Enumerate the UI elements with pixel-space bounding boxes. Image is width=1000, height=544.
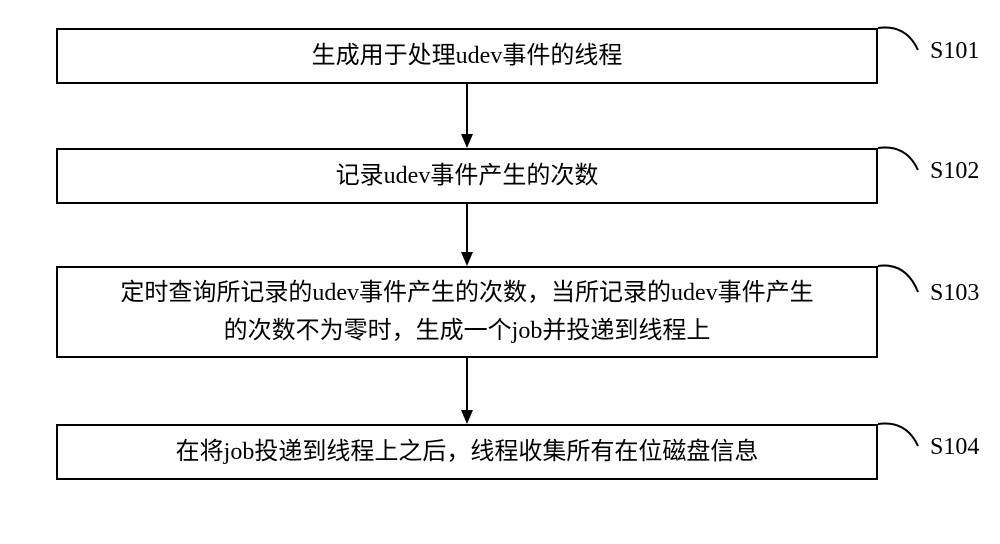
step-label-s101: S101 bbox=[930, 38, 979, 65]
step-box-s104: 在将job投递到线程上之后，线程收集所有在位磁盘信息 bbox=[56, 424, 878, 480]
step-label-s104: S104 bbox=[930, 434, 979, 461]
arrow-2 bbox=[457, 204, 477, 268]
step-text: 记录udev事件产生的次数 bbox=[336, 157, 599, 195]
connector-s104 bbox=[878, 420, 928, 460]
connector-s101 bbox=[878, 24, 928, 64]
step-label-s103: S103 bbox=[930, 280, 979, 307]
connector-s102 bbox=[878, 144, 928, 184]
arrow-1 bbox=[457, 84, 477, 150]
step-label-s102: S102 bbox=[930, 158, 979, 185]
connector-s103 bbox=[878, 262, 928, 302]
arrow-3 bbox=[457, 358, 477, 426]
step-text: 定时查询所记录的udev事件产生的次数，当所记录的udev事件产生 的次数不为零… bbox=[120, 274, 813, 351]
step-box-s101: 生成用于处理udev事件的线程 bbox=[56, 28, 878, 84]
step-text: 在将job投递到线程上之后，线程收集所有在位磁盘信息 bbox=[176, 433, 759, 471]
flowchart-container: 生成用于处理udev事件的线程 S101 记录udev事件产生的次数 S102 … bbox=[0, 0, 1000, 544]
step-text: 生成用于处理udev事件的线程 bbox=[312, 37, 623, 75]
step-box-s103: 定时查询所记录的udev事件产生的次数，当所记录的udev事件产生 的次数不为零… bbox=[56, 266, 878, 358]
step-box-s102: 记录udev事件产生的次数 bbox=[56, 148, 878, 204]
